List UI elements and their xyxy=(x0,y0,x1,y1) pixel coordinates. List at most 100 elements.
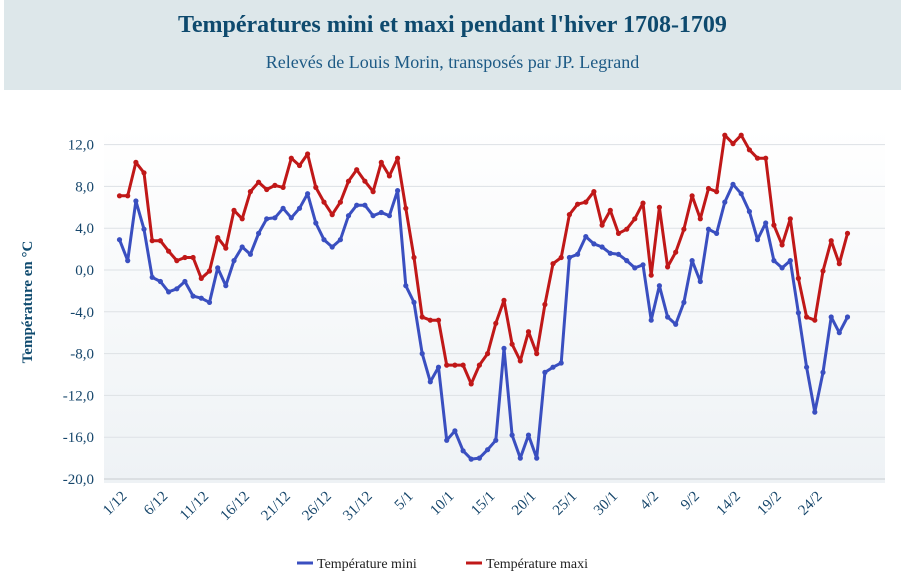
data-point[interactable] xyxy=(550,261,556,267)
data-point[interactable] xyxy=(787,216,793,222)
data-point[interactable] xyxy=(754,237,761,243)
data-point[interactable] xyxy=(501,297,507,303)
data-point[interactable] xyxy=(403,283,409,289)
data-point[interactable] xyxy=(476,362,482,368)
data-point[interactable] xyxy=(427,379,433,385)
data-point[interactable] xyxy=(378,159,384,165)
data-point[interactable] xyxy=(435,364,442,370)
data-point[interactable] xyxy=(206,268,213,274)
data-point[interactable] xyxy=(517,358,523,364)
data-point[interactable] xyxy=(337,237,343,243)
data-point[interactable] xyxy=(296,205,303,211)
data-point[interactable] xyxy=(272,215,278,221)
data-point[interactable] xyxy=(795,275,802,281)
data-point[interactable] xyxy=(697,216,703,222)
data-point[interactable] xyxy=(607,250,613,256)
data-point[interactable] xyxy=(632,216,638,222)
data-point[interactable] xyxy=(705,185,712,192)
data-point[interactable] xyxy=(256,230,262,236)
data-point[interactable] xyxy=(378,209,384,216)
data-point[interactable] xyxy=(313,184,319,190)
legend-item-mini[interactable]: Température mini xyxy=(297,557,417,572)
data-point[interactable] xyxy=(558,360,564,366)
data-point[interactable] xyxy=(599,244,605,250)
data-point[interactable] xyxy=(395,188,401,194)
legend-item-maxi[interactable]: Température maxi xyxy=(466,557,588,572)
data-point[interactable] xyxy=(166,248,172,254)
data-point[interactable] xyxy=(730,181,736,187)
data-point[interactable] xyxy=(542,301,548,308)
data-point[interactable] xyxy=(460,362,466,368)
data-point[interactable] xyxy=(149,274,155,280)
data-point[interactable] xyxy=(787,258,793,264)
data-point[interactable] xyxy=(656,283,663,289)
data-point[interactable] xyxy=(419,351,425,357)
data-point[interactable] xyxy=(550,364,556,370)
data-point[interactable] xyxy=(771,222,777,228)
data-point[interactable] xyxy=(370,189,376,195)
data-point[interactable] xyxy=(239,216,245,222)
data-point[interactable] xyxy=(509,341,515,347)
data-point[interactable] xyxy=(509,432,515,438)
data-point[interactable] xyxy=(288,215,294,221)
data-point[interactable] xyxy=(305,191,311,197)
data-point[interactable] xyxy=(370,213,376,219)
data-point[interactable] xyxy=(583,199,589,205)
data-point[interactable] xyxy=(223,283,229,289)
data-point[interactable] xyxy=(624,226,630,232)
data-point[interactable] xyxy=(354,167,360,173)
data-point[interactable] xyxy=(435,317,442,323)
data-point[interactable] xyxy=(468,456,474,462)
data-point[interactable] xyxy=(133,198,139,204)
data-point[interactable] xyxy=(198,275,204,281)
data-point[interactable] xyxy=(615,251,622,257)
data-point[interactable] xyxy=(844,314,851,320)
data-point[interactable] xyxy=(763,220,769,226)
data-point[interactable] xyxy=(157,238,163,244)
data-point[interactable] xyxy=(386,173,392,179)
data-point[interactable] xyxy=(820,369,826,375)
data-point[interactable] xyxy=(125,193,131,199)
data-point[interactable] xyxy=(828,238,834,244)
data-point[interactable] xyxy=(149,238,155,244)
data-point[interactable] xyxy=(419,314,425,320)
data-point[interactable] xyxy=(812,317,818,323)
data-point[interactable] xyxy=(468,381,474,387)
data-point[interactable] xyxy=(836,330,842,336)
data-point[interactable] xyxy=(485,447,491,453)
data-point[interactable] xyxy=(673,249,679,255)
data-point[interactable] xyxy=(705,226,712,232)
data-point[interactable] xyxy=(141,170,147,176)
data-point[interactable] xyxy=(714,230,720,236)
data-point[interactable] xyxy=(665,314,671,320)
data-point[interactable] xyxy=(116,193,123,199)
data-point[interactable] xyxy=(280,205,286,211)
data-point[interactable] xyxy=(485,351,491,357)
data-point[interactable] xyxy=(738,191,744,197)
data-point[interactable] xyxy=(206,299,213,305)
data-point[interactable] xyxy=(476,455,482,461)
data-point[interactable] xyxy=(648,317,654,323)
data-point[interactable] xyxy=(272,182,278,188)
data-point[interactable] xyxy=(190,254,196,261)
data-point[interactable] xyxy=(517,455,523,461)
data-point[interactable] xyxy=(525,329,532,335)
data-point[interactable] xyxy=(591,241,597,247)
data-point[interactable] xyxy=(648,272,654,278)
data-point[interactable] xyxy=(125,258,131,264)
data-point[interactable] xyxy=(305,151,311,157)
data-point[interactable] xyxy=(640,200,646,206)
data-point[interactable] xyxy=(591,189,597,195)
data-point[interactable] xyxy=(804,314,810,320)
data-point[interactable] xyxy=(566,212,573,218)
data-point[interactable] xyxy=(231,207,237,213)
data-point[interactable] xyxy=(665,264,671,270)
data-point[interactable] xyxy=(239,244,245,250)
data-point[interactable] xyxy=(182,254,188,261)
data-point[interactable] xyxy=(452,428,458,434)
data-point[interactable] xyxy=(836,261,842,267)
data-point[interactable] xyxy=(280,184,286,190)
data-point[interactable] xyxy=(746,208,753,215)
data-point[interactable] xyxy=(141,226,147,232)
data-point[interactable] xyxy=(256,179,262,185)
